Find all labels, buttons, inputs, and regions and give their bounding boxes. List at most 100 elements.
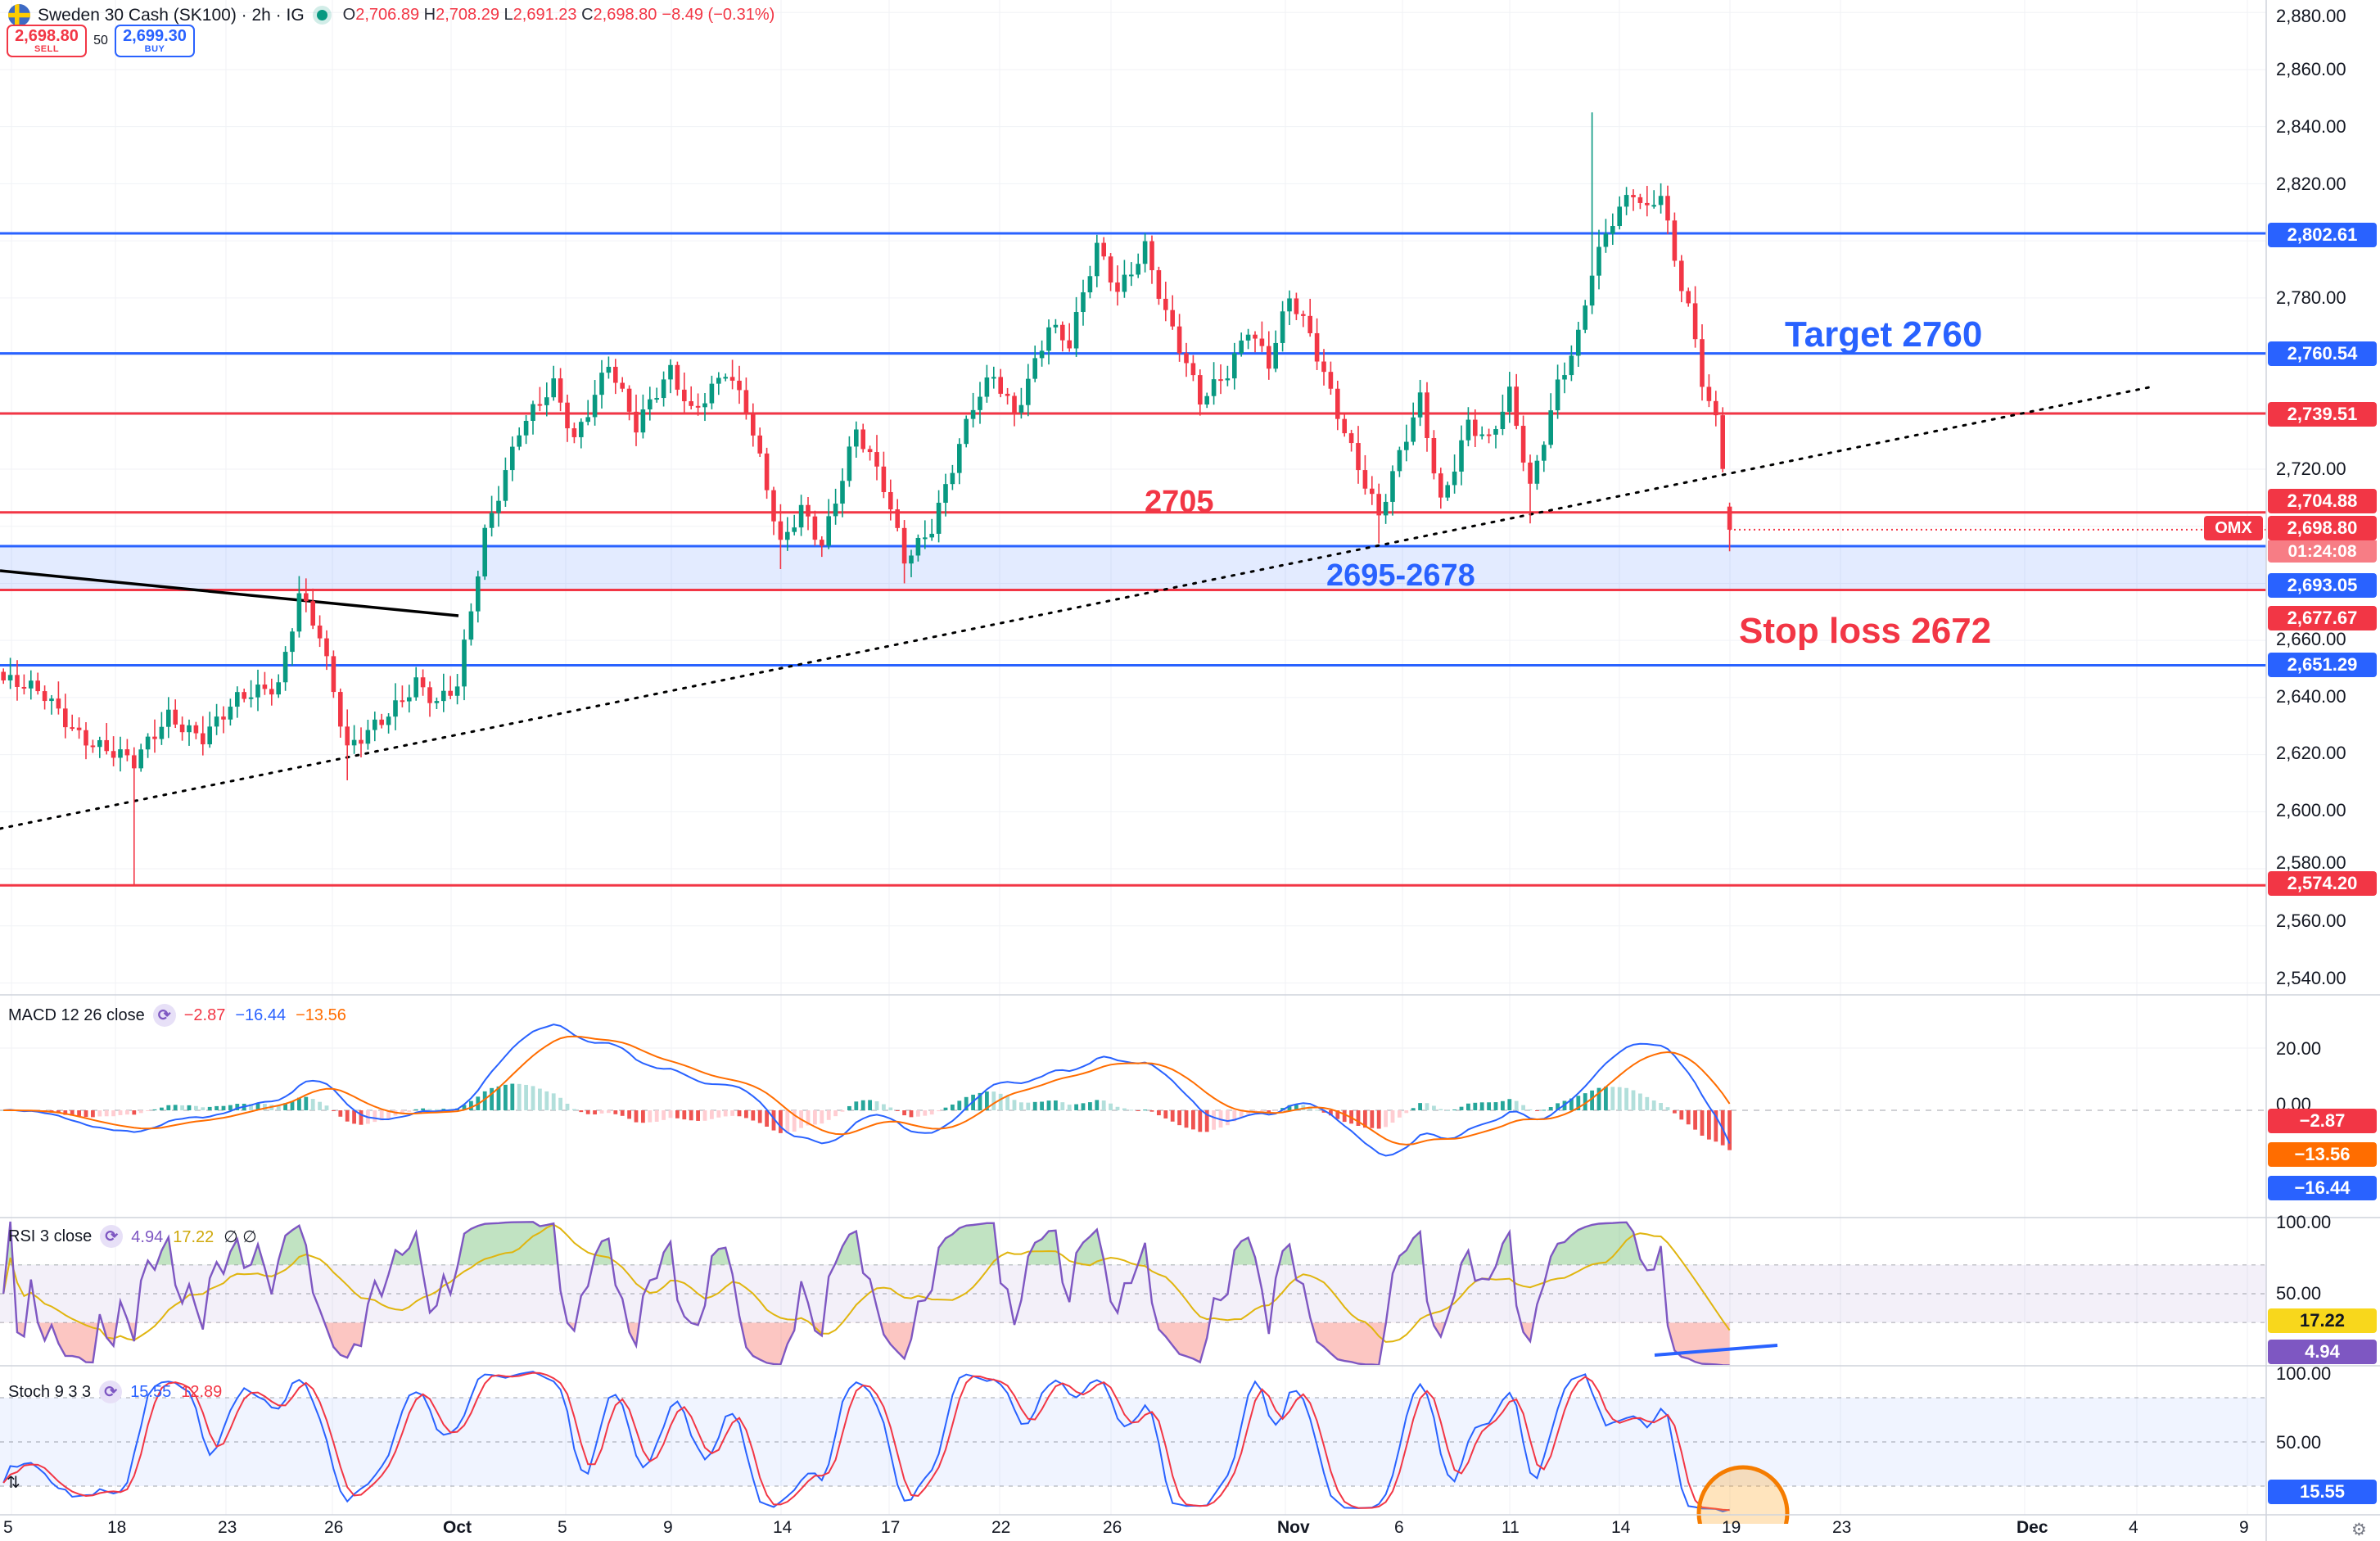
- buy-label: BUY: [144, 43, 165, 54]
- time-axis-label: 14: [1611, 1518, 1631, 1537]
- time-axis-label: 26: [324, 1518, 344, 1537]
- price-level-label: −2.87: [2268, 1109, 2377, 1133]
- ohlc-value: 2,708.29: [436, 6, 504, 24]
- stoch-values: 15.55 12.89: [130, 1383, 232, 1402]
- price-level-label: 15.55: [2268, 1480, 2377, 1504]
- indicator-value: 4.94: [131, 1227, 164, 1246]
- time-axis-label: 23: [1832, 1518, 1852, 1537]
- indicator-value: −13.56: [296, 1005, 346, 1024]
- annotation-stop-loss[interactable]: Stop loss 2672: [1739, 611, 1992, 651]
- buy-button[interactable]: 2,699.30 BUY: [115, 25, 195, 57]
- time-axis-label: 4: [2129, 1518, 2138, 1537]
- time-axis-label: 23: [218, 1518, 237, 1537]
- time-axis-label: 22: [991, 1518, 1011, 1537]
- indicator-value: −2.87: [183, 1005, 226, 1024]
- sell-price: 2,698.80: [15, 26, 79, 45]
- annotation-2705[interactable]: 2705: [1145, 485, 1214, 519]
- rsi-values: 4.94 17.22 ∅ ∅: [131, 1227, 266, 1247]
- trade-buttons: 2,698.80 SELL 50 2,699.30 BUY: [7, 25, 195, 57]
- price-level-label: 2,651.29: [2268, 653, 2377, 677]
- omx-exchange-badge: OMX: [2204, 516, 2263, 540]
- time-axis-month-label: Dec: [2016, 1518, 2048, 1537]
- time-axis-label: 6: [1394, 1518, 1404, 1537]
- time-axis-label: 19: [1722, 1518, 1741, 1537]
- price-axis-label: 20.00: [2276, 1038, 2322, 1059]
- macd-title[interactable]: MACD 12 26 close: [8, 1005, 145, 1024]
- market-status-icon[interactable]: [316, 10, 327, 20]
- pane-collapse-icon[interactable]: ⇅: [7, 1474, 20, 1492]
- stoch-header: Stoch 9 3 3 ⟳ 15.55 12.89: [8, 1381, 232, 1403]
- price-axis-label: 2,660.00: [2276, 629, 2346, 649]
- price-axis-label: 2,820.00: [2276, 174, 2346, 194]
- price-axis-label: 2,600.00: [2276, 800, 2346, 820]
- price-axis-label: 100.00: [2276, 1363, 2332, 1384]
- macd-values: −2.87 −16.44 −13.56: [184, 1006, 356, 1025]
- price-axis-label: 100.00: [2276, 1212, 2332, 1232]
- price-axis-label: 50.00: [2276, 1283, 2322, 1304]
- price-level-label: 2,574.20: [2268, 871, 2377, 896]
- price-level-label: 2,760.54: [2268, 341, 2377, 366]
- ohlc-readout: O2,706.89 H2,708.29 L2,691.23 C2,698.80 …: [343, 6, 775, 25]
- rsi-header: RSI 3 close ⟳ 4.94 17.22 ∅ ∅: [8, 1225, 267, 1248]
- annotation-zone-2695-2678[interactable]: 2695-2678: [1326, 558, 1475, 593]
- price-axis-label: 2,580.00: [2276, 852, 2346, 873]
- price-axis-label: 2,720.00: [2276, 459, 2346, 479]
- price-level-label: 2,698.80: [2268, 516, 2377, 540]
- price-level-label: 17.22: [2268, 1308, 2377, 1333]
- ohlc-letter: H: [423, 6, 436, 24]
- time-axis-label: 5: [3, 1518, 13, 1537]
- ohlc-letter: C: [581, 6, 594, 24]
- price-level-label: 2,704.88: [2268, 489, 2377, 513]
- symbol-header: Sweden 30 Cash (SK100) · 2h · IG O2,706.…: [8, 4, 775, 26]
- price-level-label: 4.94: [2268, 1340, 2377, 1364]
- ohlc-value: 2,698.80: [593, 6, 657, 24]
- buy-price: 2,699.30: [123, 26, 187, 45]
- macd-header: MACD 12 26 close ⟳ −2.87 −16.44 −13.56: [8, 1004, 356, 1027]
- sweden-flag-icon: [8, 4, 30, 26]
- price-axis-label: 2,840.00: [2276, 116, 2346, 137]
- time-axis-month-label: Oct: [443, 1518, 472, 1537]
- time-axis-label: 5: [558, 1518, 567, 1537]
- sell-label: SELL: [34, 43, 60, 54]
- stoch-title[interactable]: Stoch 9 3 3: [8, 1382, 92, 1401]
- time-axis-label: 11: [1502, 1518, 1520, 1537]
- price-axis-label: 50.00: [2276, 1432, 2322, 1453]
- sell-button[interactable]: 2,698.80 SELL: [7, 25, 87, 57]
- time-axis-label: 17: [881, 1518, 901, 1537]
- ohlc-value: 2,691.23: [513, 6, 582, 24]
- indicator-refresh-icon[interactable]: ⟳: [100, 1225, 124, 1248]
- price-level-label: 2,677.67: [2268, 606, 2377, 630]
- price-level-label: 2,693.05: [2268, 573, 2377, 598]
- bar-countdown-label: 01:24:08: [2268, 540, 2377, 563]
- indicator-value: 15.55: [130, 1382, 172, 1401]
- change-value: −8.49 (−0.31%): [662, 6, 775, 24]
- price-axis-label: 2,540.00: [2276, 968, 2346, 988]
- time-axis[interactable]: 5 18 23 26 Oct 5 9 14 17 22 26 Nov 6 11 14 19 23 Dec 4 9: [0, 1516, 2380, 1541]
- price-level-label: −13.56: [2268, 1142, 2377, 1167]
- indicator-value: −16.44: [235, 1005, 287, 1024]
- indicator-value: 17.22: [173, 1227, 215, 1246]
- ohlc-values: O2,706.89 H2,708.29 L2,691.23 C2,698.80: [343, 6, 657, 25]
- annotation-target-2760[interactable]: Target 2760: [1785, 314, 1983, 355]
- indicator-refresh-icon[interactable]: ⟳: [99, 1381, 123, 1403]
- indicator-refresh-icon[interactable]: ⟳: [152, 1004, 176, 1027]
- price-axis-label: 2,560.00: [2276, 911, 2346, 931]
- time-axis-label: 9: [2239, 1518, 2249, 1537]
- price-level-label: 2,739.51: [2268, 402, 2377, 427]
- axis-settings-gear-icon[interactable]: ⚙: [2351, 1521, 2367, 1539]
- symbol-title[interactable]: Sweden 30 Cash (SK100) · 2h · IG: [38, 5, 305, 25]
- price-level-label: −16.44: [2268, 1176, 2377, 1200]
- price-level-label: 2,802.61: [2268, 223, 2377, 247]
- rsi-title[interactable]: RSI 3 close: [8, 1227, 93, 1245]
- time-axis-label: 14: [773, 1518, 793, 1537]
- price-axis-label: 2,780.00: [2276, 287, 2346, 308]
- price-axis-label: 2,880.00: [2276, 6, 2346, 26]
- ohlc-letter: O: [342, 6, 356, 24]
- time-axis-label: 26: [1103, 1518, 1122, 1537]
- time-axis-label: 18: [107, 1518, 127, 1537]
- price-axis-label: 2,860.00: [2276, 59, 2346, 79]
- indicator-value: 12.89: [181, 1382, 223, 1401]
- time-axis-label: 9: [663, 1518, 673, 1537]
